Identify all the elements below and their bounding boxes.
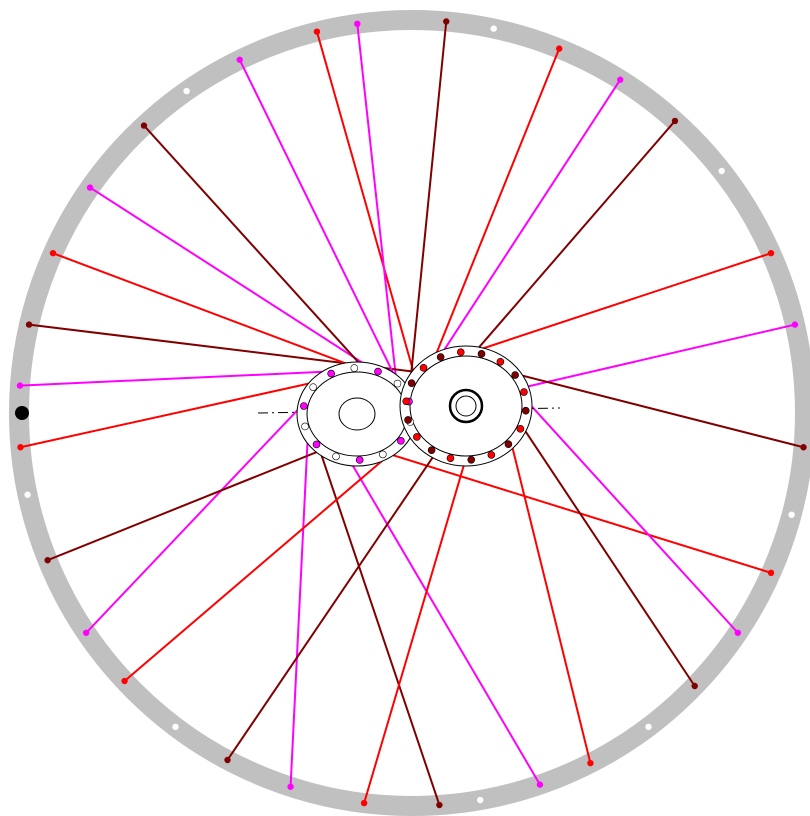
rim-hole xyxy=(556,45,563,52)
rim-holes xyxy=(15,18,807,809)
spoke xyxy=(363,457,467,804)
spoke xyxy=(226,450,438,761)
spoke xyxy=(315,31,417,381)
hub-right-hole xyxy=(436,353,445,361)
hub-left-hole xyxy=(355,456,364,464)
hub-right-hole xyxy=(407,379,416,387)
spoke xyxy=(382,451,772,574)
rim-hole xyxy=(24,491,31,498)
rim-hole xyxy=(617,76,624,83)
spoke xyxy=(289,428,310,787)
rim-hole xyxy=(183,87,190,95)
hub-right-hole xyxy=(467,455,476,464)
spoke xyxy=(519,423,696,687)
hub-right-hole xyxy=(487,451,496,459)
hub-left-hole xyxy=(379,450,387,459)
rim-hole xyxy=(86,184,94,191)
rim-hole xyxy=(767,249,775,257)
rim-hole xyxy=(360,799,368,807)
hub-flange-left xyxy=(296,361,418,467)
spoke xyxy=(89,186,384,377)
rim-hole xyxy=(44,557,51,564)
spoke xyxy=(465,252,772,355)
hub-right-hole xyxy=(446,454,455,462)
rim-hole xyxy=(16,382,24,389)
rim-hole xyxy=(354,20,361,28)
rim-hole xyxy=(443,18,450,25)
spoke xyxy=(510,371,804,449)
hub-right-hole xyxy=(521,406,530,415)
hub-flange-right xyxy=(399,345,533,467)
rim-hole xyxy=(587,759,594,767)
rim-hole xyxy=(172,723,179,731)
hub-right-hole xyxy=(427,446,436,455)
rim-hole xyxy=(477,796,484,804)
hub-left-hole xyxy=(393,379,402,388)
hub-left-hole xyxy=(301,422,309,431)
hub-right-hole xyxy=(456,348,465,357)
axle-inner-circle xyxy=(455,395,477,417)
hub-left-hole xyxy=(300,402,308,410)
hub-right-hole xyxy=(477,350,486,358)
rim-hole xyxy=(767,569,775,577)
rim-hole xyxy=(49,249,57,257)
hub-right-hole xyxy=(402,397,411,406)
hub-left-hole xyxy=(374,367,382,376)
spoke xyxy=(19,369,349,387)
spoke xyxy=(85,398,309,634)
hub-right-hole xyxy=(404,416,412,424)
rim-hole xyxy=(17,444,24,451)
rim-hole xyxy=(691,682,698,690)
spoke xyxy=(436,79,622,362)
rim-hole xyxy=(788,511,795,518)
rim-hole xyxy=(287,783,294,790)
rim-hole xyxy=(718,167,725,175)
spoke xyxy=(316,441,441,806)
spoke xyxy=(356,23,398,386)
axle-circle xyxy=(448,388,484,424)
hub-right-hole xyxy=(504,440,513,448)
hub-left-hole xyxy=(309,383,317,391)
hub-left-hole xyxy=(327,369,335,378)
spoke xyxy=(407,21,448,398)
hub-left-hole xyxy=(332,452,340,461)
valve-hole xyxy=(15,406,29,420)
rim-hole xyxy=(645,723,652,731)
hub-right-hole xyxy=(413,433,421,441)
rim-hole xyxy=(436,801,443,809)
hub-right-hole xyxy=(496,357,505,366)
rim-hole xyxy=(25,321,33,328)
hub-right-hole xyxy=(511,371,519,379)
hub-right-hole xyxy=(520,388,528,396)
hub-left-hole xyxy=(397,437,405,445)
hub-flange-right-inner xyxy=(409,355,523,457)
rim-hole xyxy=(313,28,321,35)
hub-right-hole xyxy=(419,364,428,372)
hub-left-hole xyxy=(350,364,359,372)
rim-hole xyxy=(800,444,807,451)
rim-hole xyxy=(734,629,742,636)
rim-hole xyxy=(82,629,90,636)
hub xyxy=(257,345,561,467)
hub-left-hole xyxy=(312,440,321,449)
spoke xyxy=(20,379,324,449)
rim-hole xyxy=(791,321,799,328)
spoke xyxy=(509,439,592,764)
rim-hole xyxy=(490,25,497,32)
spoke xyxy=(238,59,407,400)
spoke xyxy=(143,124,367,372)
spoke xyxy=(123,431,417,682)
rim-hole xyxy=(224,756,231,764)
hub-right-hole xyxy=(516,425,525,433)
rim-hole xyxy=(236,56,243,63)
rim-hole xyxy=(121,677,128,685)
rim-hole xyxy=(536,781,544,788)
spoke xyxy=(522,396,739,634)
rim-hole xyxy=(140,122,148,129)
hub-left-bore xyxy=(338,397,376,431)
spoke xyxy=(347,456,541,786)
rim-hole xyxy=(671,117,679,125)
